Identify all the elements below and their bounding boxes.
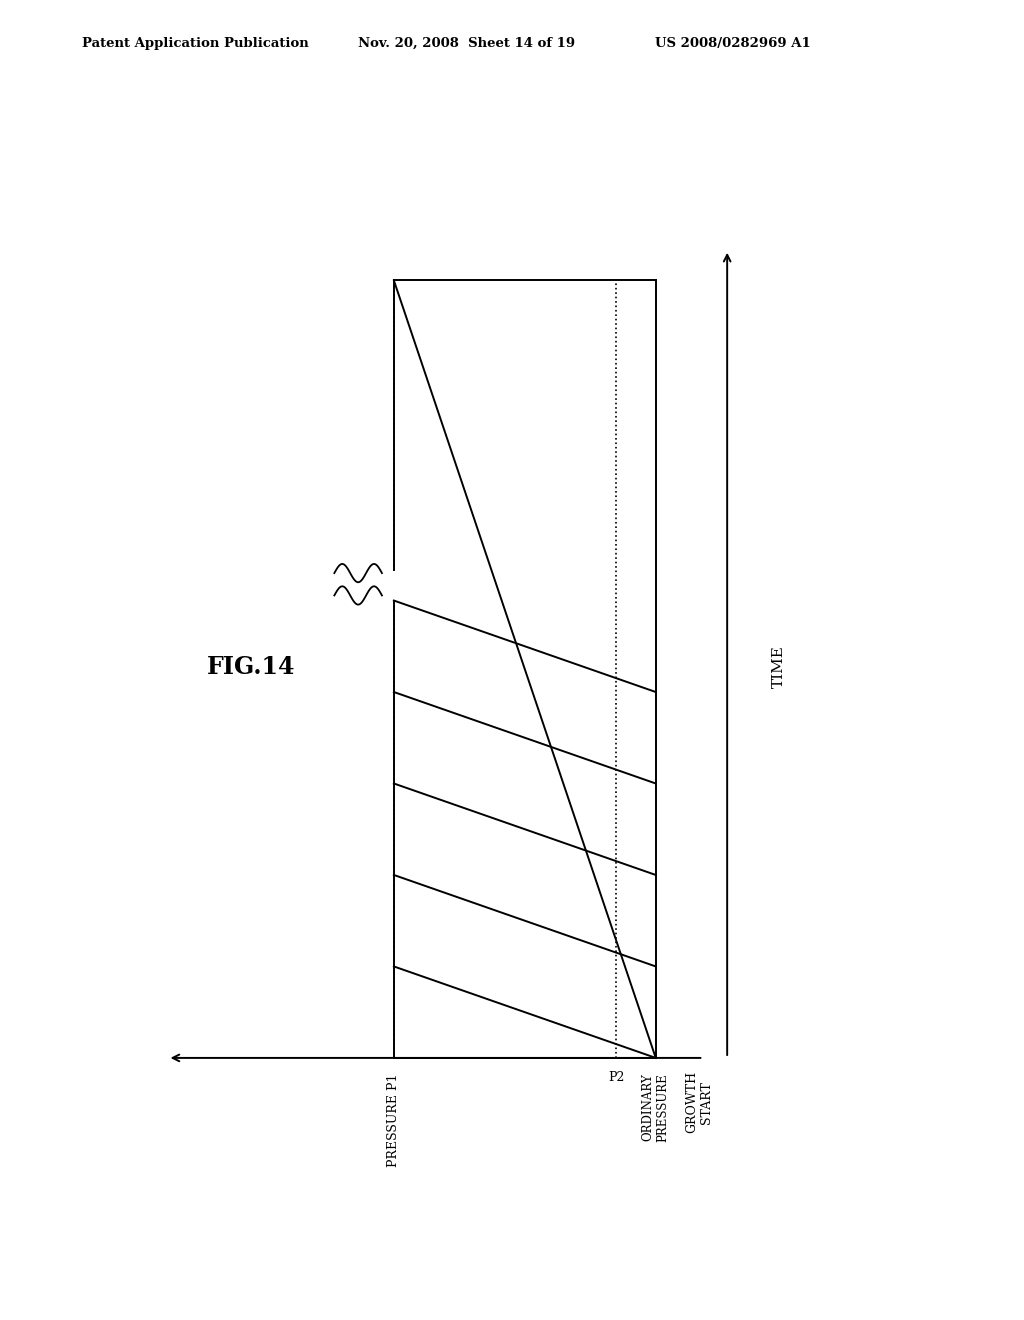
- Text: P2: P2: [608, 1071, 625, 1084]
- Text: US 2008/0282969 A1: US 2008/0282969 A1: [655, 37, 811, 50]
- Text: Nov. 20, 2008  Sheet 14 of 19: Nov. 20, 2008 Sheet 14 of 19: [358, 37, 575, 50]
- Text: TIME: TIME: [772, 645, 785, 688]
- Text: GROWTH
START: GROWTH START: [685, 1071, 714, 1134]
- Text: ORDINARY
PRESSURE: ORDINARY PRESSURE: [642, 1073, 670, 1142]
- Text: Patent Application Publication: Patent Application Publication: [82, 37, 308, 50]
- Text: FIG.14: FIG.14: [207, 655, 296, 678]
- Text: PRESSURE P1: PRESSURE P1: [387, 1073, 400, 1167]
